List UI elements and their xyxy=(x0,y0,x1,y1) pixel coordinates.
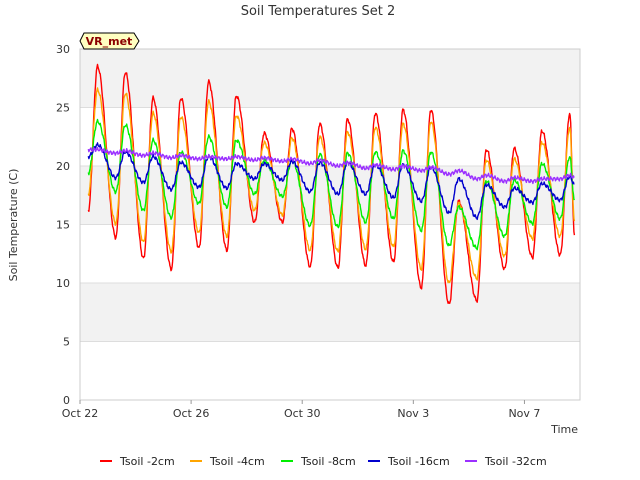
y-tick-label: 25 xyxy=(56,102,70,115)
badge-shape xyxy=(79,32,140,50)
series-line-tsoil-16cm xyxy=(87,142,575,221)
y-tick-label: 15 xyxy=(56,219,70,232)
series-line-tsoil-32cm xyxy=(87,146,575,185)
legend-item-tsoil-2cm: Tsoil -2cm xyxy=(100,455,175,468)
y-tick-label: 20 xyxy=(56,160,70,173)
plot-band xyxy=(80,224,580,283)
series-layer xyxy=(87,63,576,304)
plot-band xyxy=(80,107,580,166)
legend-label: Tsoil -16cm xyxy=(387,455,450,468)
x-tick-label: Nov 3 xyxy=(397,407,429,420)
plot-band xyxy=(80,283,580,342)
x-axis-ticks: Oct 22 Oct 26 Oct 30 Nov 3 Nov 7 xyxy=(62,400,540,420)
legend-label: Tsoil -8cm xyxy=(300,455,356,468)
vr-met-badge: VR_met xyxy=(79,32,140,50)
plot-frame xyxy=(79,48,581,401)
y-tick-label: 30 xyxy=(56,43,70,56)
legend-item-tsoil-8cm: Tsoil -8cm xyxy=(281,455,356,468)
y-tick-label: 5 xyxy=(63,336,70,349)
legend-label: Tsoil -2cm xyxy=(119,455,175,468)
plot-band xyxy=(80,49,580,108)
x-tick-label: Nov 7 xyxy=(508,407,540,420)
legend-label: Tsoil -4cm xyxy=(209,455,265,468)
y-axis-label: Soil Temperature (C) xyxy=(7,169,20,282)
x-tick-label: Oct 26 xyxy=(173,407,210,420)
legend-label: Tsoil -32cm xyxy=(484,455,547,468)
chart-title: Soil Temperatures Set 2 xyxy=(241,4,396,19)
x-tick-label: Oct 22 xyxy=(62,407,99,420)
x-tick-label: Oct 30 xyxy=(284,407,321,420)
legend-item-tsoil-4cm: Tsoil -4cm xyxy=(190,455,265,468)
legend-item-tsoil-32cm: Tsoil -32cm xyxy=(465,455,547,468)
y-axis-ticks: 0 5 10 15 20 25 30 xyxy=(56,43,70,407)
badge-label: VR_met xyxy=(86,35,133,48)
plot-band xyxy=(80,341,580,400)
plot-background xyxy=(80,49,580,400)
series-line-tsoil-8cm xyxy=(87,118,576,251)
y-tick-label: 0 xyxy=(63,394,70,407)
legend-item-tsoil-16cm: Tsoil -16cm xyxy=(368,455,450,468)
y-tick-label: 10 xyxy=(56,277,70,290)
legend: Tsoil -2cm Tsoil -4cm Tsoil -8cm Tsoil -16c… xyxy=(100,455,547,468)
x-axis-label: Time xyxy=(550,423,578,436)
